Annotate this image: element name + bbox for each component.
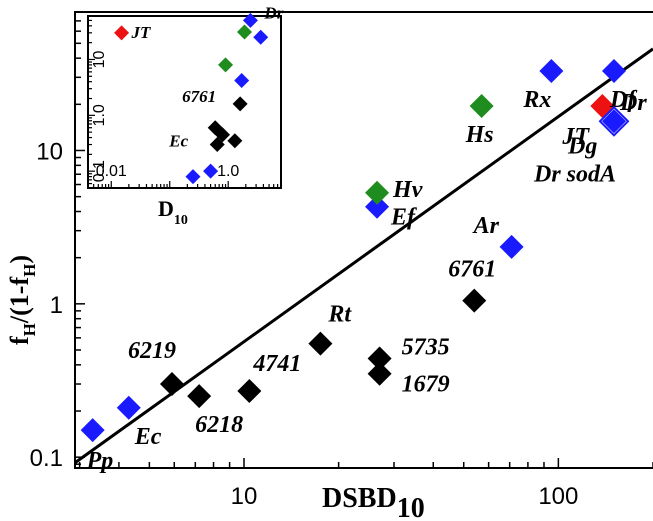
inset-y-tick-label: 0.1: [91, 160, 108, 182]
data-label: JT: [561, 124, 590, 150]
inset-data-point-marker: [232, 96, 248, 112]
data-label: 4741: [252, 351, 301, 377]
data-point-marker: [116, 395, 141, 420]
inset-data-point-marker: [218, 57, 234, 73]
data-point: JT: [561, 94, 615, 150]
data-point-marker: [365, 194, 390, 219]
data-point: Rt: [308, 302, 352, 356]
inset-data-point-marker: [114, 25, 130, 41]
y-tick-label: 10: [36, 138, 63, 165]
data-point-marker: [159, 372, 184, 397]
inset-data-point: [185, 169, 201, 185]
data-label: Pp: [86, 448, 114, 474]
plot-frame: [74, 11, 653, 469]
inset-data-point: [215, 127, 231, 143]
data-label: 1679: [402, 372, 450, 398]
inset-y-tick-label: 10: [91, 50, 108, 68]
inset-data-point-marker: [203, 163, 219, 179]
inset-data-point-marker: [185, 169, 201, 185]
main-plot: 10 100 0.1 1 10 Pp Ec 6219 6218 4741 Rt 5735 1679 676…: [30, 11, 653, 510]
data-point: 4741: [237, 351, 301, 404]
data-point: Dr sodA: [533, 105, 630, 187]
inset-data-label: Dr: [263, 3, 283, 22]
data-point-marker: [80, 418, 105, 443]
inset-data-point-marker: [234, 73, 250, 89]
inset-frame: [87, 15, 282, 189]
data-label: Ef: [390, 205, 417, 231]
inset-data-point-marker: [236, 24, 252, 40]
data-label: Rx: [522, 87, 551, 113]
data-point-marker: [469, 94, 494, 119]
inset-data-point: [227, 133, 243, 149]
y-tick-label: 1: [50, 292, 63, 319]
data-label: Ec: [134, 424, 162, 450]
data-label: 6219: [128, 338, 176, 364]
data-point: Hv: [365, 177, 423, 205]
data-point-marker: [308, 331, 333, 356]
inset-data-point: [218, 57, 234, 73]
data-point-marker: [602, 58, 626, 83]
data-point-marker: [367, 346, 392, 371]
data-point: Ef: [365, 194, 417, 231]
inset-data-label: JT: [131, 23, 152, 42]
x-tick-label: 10: [231, 483, 258, 510]
data-label: 5735: [402, 335, 450, 361]
inset-data-point: [236, 24, 252, 40]
inset-data-point: [234, 73, 250, 89]
inset-data-point: [203, 163, 219, 179]
inset-data-point-marker: [253, 29, 269, 45]
data-point-marker: [610, 117, 618, 126]
data-point-marker: [598, 105, 630, 137]
data-label: 6761: [448, 257, 496, 283]
data-point: Dr: [619, 90, 647, 116]
data-point-marker: [603, 110, 625, 132]
data-label: Ar: [472, 213, 500, 239]
data-label: Dr: [619, 90, 647, 116]
data-point: Rx: [522, 58, 564, 113]
inset-data-point-marker: [215, 127, 231, 143]
inset-y-tick-label: 1.0: [91, 104, 108, 126]
data-point-marker: [365, 180, 390, 205]
data-point-marker: [237, 379, 262, 404]
data-point: 6219: [128, 338, 184, 397]
data-point-marker: [539, 58, 564, 83]
inset-data-label: Ec: [168, 132, 188, 151]
data-point: Ar: [472, 213, 524, 259]
data-point: Hs: [465, 94, 494, 148]
y-axis-label: fH/(1-fH): [5, 255, 39, 345]
data-point: 1679: [367, 361, 450, 398]
data-point: 6761: [448, 257, 496, 313]
inset-x-tick-label: 1.0: [217, 163, 239, 180]
inset-x-axis-label: D10: [158, 196, 188, 228]
y-tick-label: 0.1: [30, 445, 63, 472]
data-label: Hv: [392, 177, 423, 203]
inset-x-tick-label: 0.01: [96, 163, 127, 180]
data-label: 6218: [195, 412, 243, 438]
inset-data-point-marker: [209, 137, 225, 153]
data-label: Hs: [465, 122, 494, 148]
data-point: 5735: [367, 335, 450, 371]
data-point: Pp: [80, 418, 114, 474]
data-point-marker: [367, 361, 392, 386]
data-label: Dg: [567, 133, 597, 159]
inset-data-point: Dr: [242, 3, 284, 28]
inset-data-point-marker: [242, 12, 258, 28]
x-axis-label: DSBD10: [322, 483, 425, 521]
data-label: Rt: [327, 302, 352, 328]
inset-data-point: 6761: [182, 87, 248, 112]
data-label: Dr sodA: [533, 161, 616, 187]
inset-data-label: 6761: [182, 87, 216, 106]
data-point-marker: [499, 234, 524, 259]
inset-data-point: JT: [114, 23, 151, 42]
data-point-marker: [187, 384, 212, 409]
inset-data-point: [253, 29, 269, 45]
data-point: Ec: [116, 395, 162, 450]
x-tick-label: 100: [538, 483, 578, 510]
inset-plot: 0.01 1.0 0.1 1.0 10 JT Ec 6761 Dr: [87, 3, 284, 189]
inset-data-point-marker: [227, 133, 243, 149]
inset-data-point: Ec: [168, 132, 225, 153]
data-point: 6218: [187, 384, 243, 438]
data-point-marker: [462, 288, 487, 313]
